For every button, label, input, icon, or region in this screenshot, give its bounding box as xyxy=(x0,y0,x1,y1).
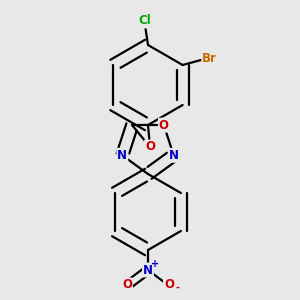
Text: N: N xyxy=(143,263,153,277)
Text: O: O xyxy=(122,278,132,292)
Text: -: - xyxy=(176,283,180,293)
Text: N: N xyxy=(169,149,179,162)
Text: Cl: Cl xyxy=(139,14,152,28)
Text: O: O xyxy=(145,140,155,154)
Text: N: N xyxy=(117,149,127,162)
Text: O: O xyxy=(159,119,169,132)
Text: Br: Br xyxy=(202,52,217,65)
Text: O: O xyxy=(164,278,174,292)
Text: +: + xyxy=(151,259,159,269)
